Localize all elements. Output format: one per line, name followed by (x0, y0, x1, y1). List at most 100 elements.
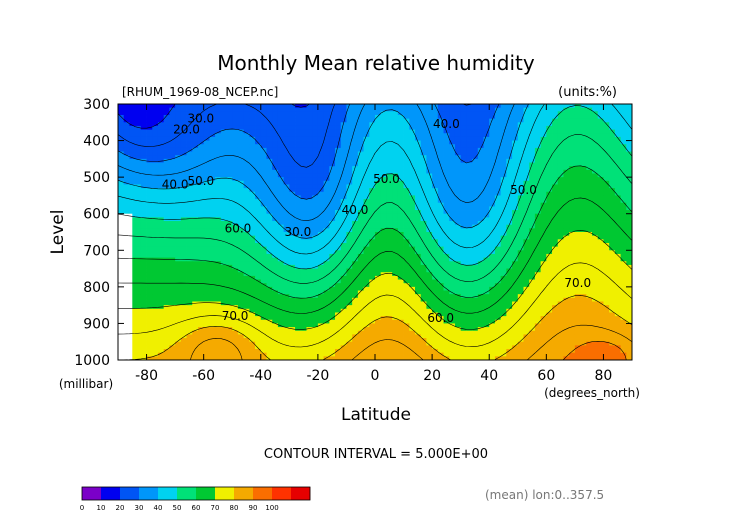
field-cell (169, 261, 176, 266)
field-cell (255, 162, 262, 167)
field-cell (403, 158, 410, 163)
field-cell (329, 177, 336, 182)
field-cell (346, 213, 353, 218)
field-cell (483, 239, 490, 244)
field-cell (460, 253, 467, 258)
field-cell (157, 250, 165, 255)
field-cell (460, 290, 467, 295)
field-cell (552, 206, 559, 211)
field-cell (466, 228, 473, 233)
field-cell (563, 275, 570, 280)
field-cell (192, 140, 199, 145)
field-cell (489, 294, 496, 299)
field-cell (437, 286, 444, 291)
field-cell (403, 180, 410, 185)
field-cell (563, 232, 570, 237)
field-cell (460, 191, 467, 196)
field-cell (277, 195, 285, 200)
field-cell (426, 140, 433, 145)
field-cell (603, 294, 610, 299)
field-cell (129, 286, 136, 291)
field-cell (443, 147, 450, 152)
field-cell (432, 228, 439, 233)
field-cell (420, 297, 427, 302)
field-cell (512, 199, 519, 204)
field-cell (466, 188, 473, 193)
field-cell (603, 272, 610, 277)
field-cell (220, 173, 227, 178)
field-cell (260, 136, 267, 141)
field-cell (346, 224, 353, 229)
field-cell (203, 228, 210, 233)
field-cell (563, 169, 570, 174)
field-cell (220, 191, 227, 196)
field-cell (557, 140, 564, 145)
field-cell (523, 162, 530, 167)
field-cell (335, 239, 342, 244)
field-cell (626, 133, 633, 138)
field-cell (169, 221, 176, 226)
field-cell (580, 114, 587, 120)
field-cell (226, 107, 233, 112)
field-cell (266, 297, 273, 302)
field-cell (215, 232, 222, 237)
field-cell (163, 199, 170, 204)
field-cell (506, 275, 513, 280)
field-cell (409, 191, 416, 196)
field-cell (517, 177, 524, 182)
field-cell (409, 107, 416, 112)
field-cell (552, 297, 559, 302)
field-cell (232, 305, 239, 310)
field-cell (335, 177, 342, 182)
field-cell (157, 290, 165, 295)
field-cell (232, 235, 239, 240)
field-cell (277, 301, 285, 306)
field-cell (260, 305, 267, 310)
field-cell (620, 133, 627, 138)
field-cell (289, 129, 296, 134)
field-cell (540, 224, 547, 229)
field-cell (146, 133, 153, 138)
field-cell (626, 129, 633, 134)
field-cell (237, 173, 245, 178)
field-cell (129, 162, 136, 167)
field-cell (289, 140, 296, 145)
field-cell (626, 246, 633, 251)
field-cell (426, 213, 433, 218)
field-cell (243, 195, 250, 200)
field-cell (209, 250, 216, 255)
field-cell (397, 235, 404, 240)
field-cell (317, 147, 324, 152)
field-cell (397, 173, 404, 178)
field-cell (203, 151, 210, 156)
field-cell (197, 199, 205, 204)
field-cell (557, 210, 564, 215)
field-cell (420, 169, 427, 174)
field-cell (517, 202, 524, 207)
field-cell (609, 253, 616, 258)
field-cell (277, 239, 285, 244)
field-cell (477, 166, 484, 171)
field-cell (323, 173, 330, 178)
field-cell (203, 188, 210, 193)
field-cell (443, 122, 450, 127)
field-cell (237, 242, 245, 248)
field-cell (546, 290, 553, 295)
field-cell (386, 169, 393, 174)
field-cell (129, 114, 136, 120)
field-cell (437, 158, 444, 163)
field-cell (289, 210, 296, 215)
field-cell (392, 202, 399, 207)
field-cell (494, 202, 502, 207)
field-cell (563, 297, 570, 302)
field-cell (432, 232, 439, 237)
field-cell (129, 107, 136, 112)
field-cell (552, 294, 559, 299)
field-cell (472, 195, 479, 200)
field-cell (546, 228, 553, 233)
field-cell (414, 144, 422, 149)
field-cell (483, 114, 490, 120)
field-cell (277, 122, 285, 127)
field-cell (432, 272, 439, 277)
field-cell (369, 297, 376, 302)
